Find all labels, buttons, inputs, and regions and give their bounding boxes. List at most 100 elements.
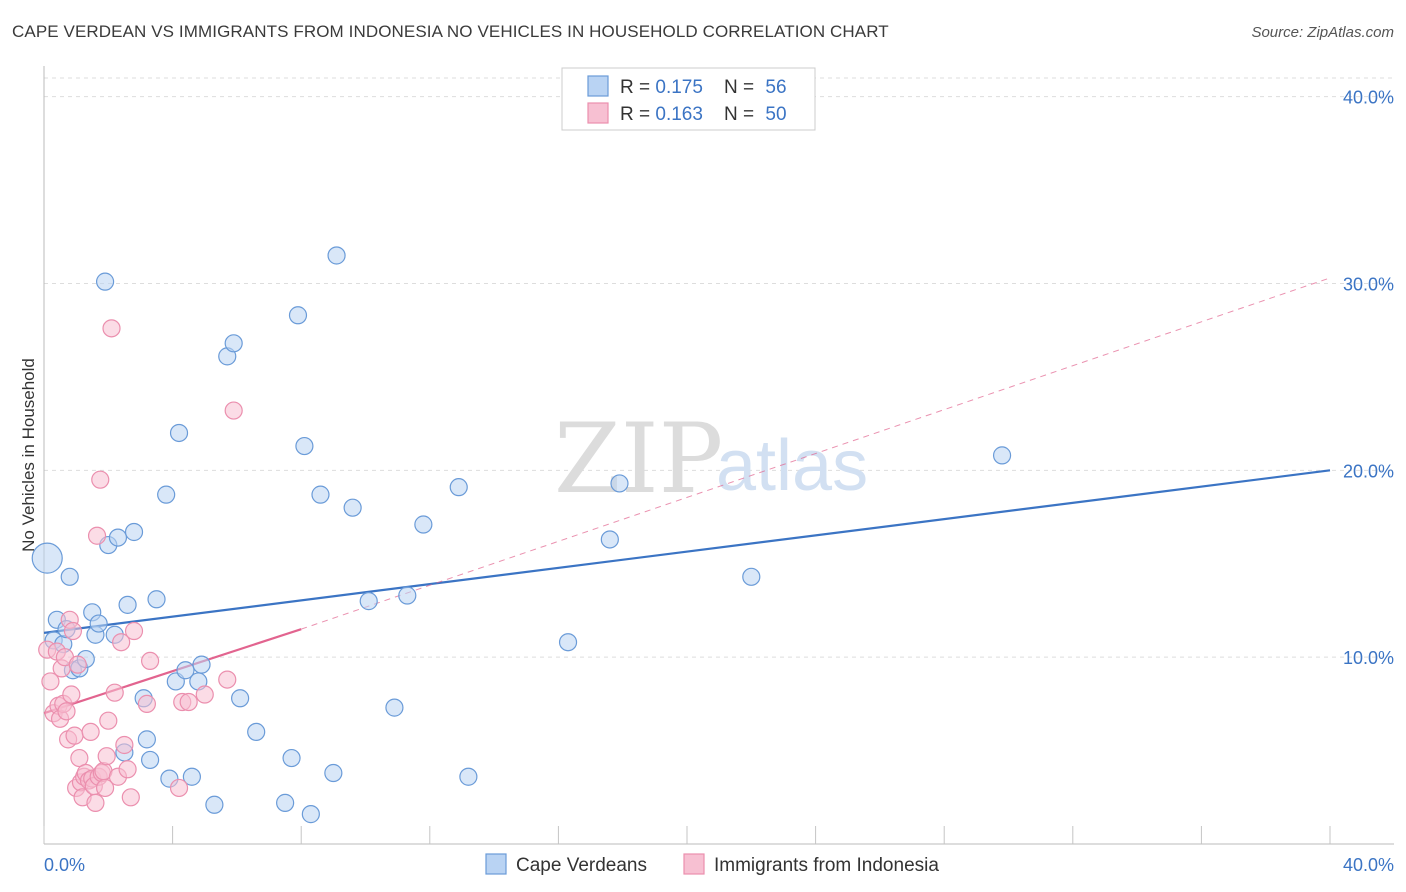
y-tick-label: 10.0% xyxy=(1343,648,1394,668)
data-point-pink xyxy=(86,793,105,812)
data-point-pink xyxy=(112,633,131,652)
legend-r-label-1: R = xyxy=(620,77,655,98)
data-point-pink xyxy=(195,685,214,704)
data-point-pink xyxy=(62,685,81,704)
data-point-pink xyxy=(81,722,100,742)
data-point-pink xyxy=(99,711,118,730)
data-point-pink xyxy=(91,470,110,489)
data-point-blue xyxy=(600,530,619,549)
data-point-blue xyxy=(124,522,144,542)
x-tick-label: 0.0% xyxy=(44,855,85,875)
trend-line-blue xyxy=(43,469,1331,634)
data-point-pink xyxy=(102,319,121,338)
data-point-pink xyxy=(218,670,237,689)
data-point-blue xyxy=(992,446,1012,465)
data-point-blue xyxy=(89,614,108,633)
y-axis-label: No Vehicles in Household xyxy=(19,358,38,552)
data-point-blue xyxy=(359,592,378,611)
legend-r-label-2: R = xyxy=(620,104,655,125)
data-point-blue xyxy=(398,586,417,605)
series-legend: Cape Verdeans Immigrants from Indonesia xyxy=(485,853,939,876)
data-point-pink xyxy=(140,651,160,671)
trend-line-pink xyxy=(43,628,302,715)
data-point-blue xyxy=(147,590,166,609)
data-point-blue xyxy=(610,474,629,493)
data-point-blue xyxy=(449,478,468,497)
legend-swatch-pink xyxy=(587,102,609,124)
data-point-pink xyxy=(121,788,140,807)
data-point-blue xyxy=(324,763,343,783)
legend-r-value-1: 0.175 xyxy=(655,77,703,98)
source-label: Source: ZipAtlas.com xyxy=(1251,24,1394,41)
data-point-blue xyxy=(311,485,330,504)
data-point-blue xyxy=(224,334,243,353)
legend-n-label-2: N = xyxy=(724,104,759,125)
data-point-pink xyxy=(115,735,134,755)
data-point-blue xyxy=(192,655,211,674)
trend-lines xyxy=(43,277,1331,715)
data-point-blue xyxy=(176,661,195,680)
legend-r-value-2: 0.163 xyxy=(655,104,703,125)
data-point-pink xyxy=(87,526,107,545)
svg-text:R = 0.163: R = 0.163 xyxy=(620,104,703,125)
data-point-blue xyxy=(301,805,320,824)
data-point-blue xyxy=(343,498,362,517)
data-point-pink xyxy=(97,747,116,766)
watermark-atlas: atlas xyxy=(716,426,868,506)
data-point-blue xyxy=(95,272,115,291)
gridlines xyxy=(44,77,1394,658)
bottom-legend-cape-verdeans: Cape Verdeans xyxy=(516,855,647,876)
trend-line-extension-pink xyxy=(301,277,1331,630)
data-point-blue xyxy=(414,515,433,534)
bottom-legend-swatch-pink xyxy=(683,853,705,875)
data-point-blue xyxy=(558,633,578,652)
data-point-blue xyxy=(31,542,63,574)
data-point-blue xyxy=(276,793,295,812)
y-tick-label: 30.0% xyxy=(1343,275,1394,295)
svg-text:N = 50: N = 50 xyxy=(724,104,787,125)
data-point-blue xyxy=(182,767,201,786)
data-point-blue xyxy=(169,423,189,443)
data-point-pink xyxy=(137,694,156,713)
legend-n-value-2: 50 xyxy=(765,104,786,125)
data-point-blue xyxy=(157,485,176,504)
data-point-pink xyxy=(57,702,76,721)
data-point-pink xyxy=(95,778,115,798)
data-point-blue xyxy=(140,750,160,770)
bottom-legend-swatch-blue xyxy=(485,853,507,875)
data-point-blue xyxy=(60,567,79,586)
data-point-blue xyxy=(385,698,404,717)
tick-labels: 10.0% 20.0% 30.0% 40.0% 0.0% 40.0% xyxy=(44,88,1394,875)
legend-n-value-1: 56 xyxy=(765,77,786,98)
data-point-pink xyxy=(63,621,83,641)
svg-text:N = 56: N = 56 xyxy=(724,77,787,98)
data-point-blue xyxy=(247,722,266,742)
data-point-blue xyxy=(288,306,308,325)
y-tick-label: 40.0% xyxy=(1343,88,1394,108)
data-point-pink xyxy=(70,748,89,768)
bottom-legend-indonesia: Immigrants from Indonesia xyxy=(714,855,939,876)
data-point-blue xyxy=(231,689,250,708)
data-point-blue xyxy=(459,767,478,786)
data-point-pink xyxy=(65,726,84,745)
correlation-legend: R = 0.175 N = 56 R = 0.163 N = 50 xyxy=(561,67,816,131)
watermark: ZIP atlas xyxy=(554,403,868,515)
data-point-blue xyxy=(118,595,137,614)
data-point-pink xyxy=(118,760,137,779)
data-point-pink xyxy=(224,401,243,420)
data-point-pink xyxy=(179,692,198,712)
legend-n-label-1: N = xyxy=(724,77,759,98)
data-points xyxy=(31,246,1012,824)
data-point-blue xyxy=(108,528,128,547)
data-point-blue xyxy=(742,567,761,586)
chart-title: CAPE VERDEAN VS IMMIGRANTS FROM INDONESI… xyxy=(12,22,889,41)
data-point-blue xyxy=(295,436,314,456)
data-point-pink xyxy=(68,655,87,674)
data-point-blue xyxy=(137,730,156,749)
data-point-blue xyxy=(282,748,301,768)
data-point-pink xyxy=(124,621,144,641)
data-point-blue xyxy=(327,246,346,265)
data-point-pink xyxy=(169,778,189,798)
axes xyxy=(43,66,1394,845)
